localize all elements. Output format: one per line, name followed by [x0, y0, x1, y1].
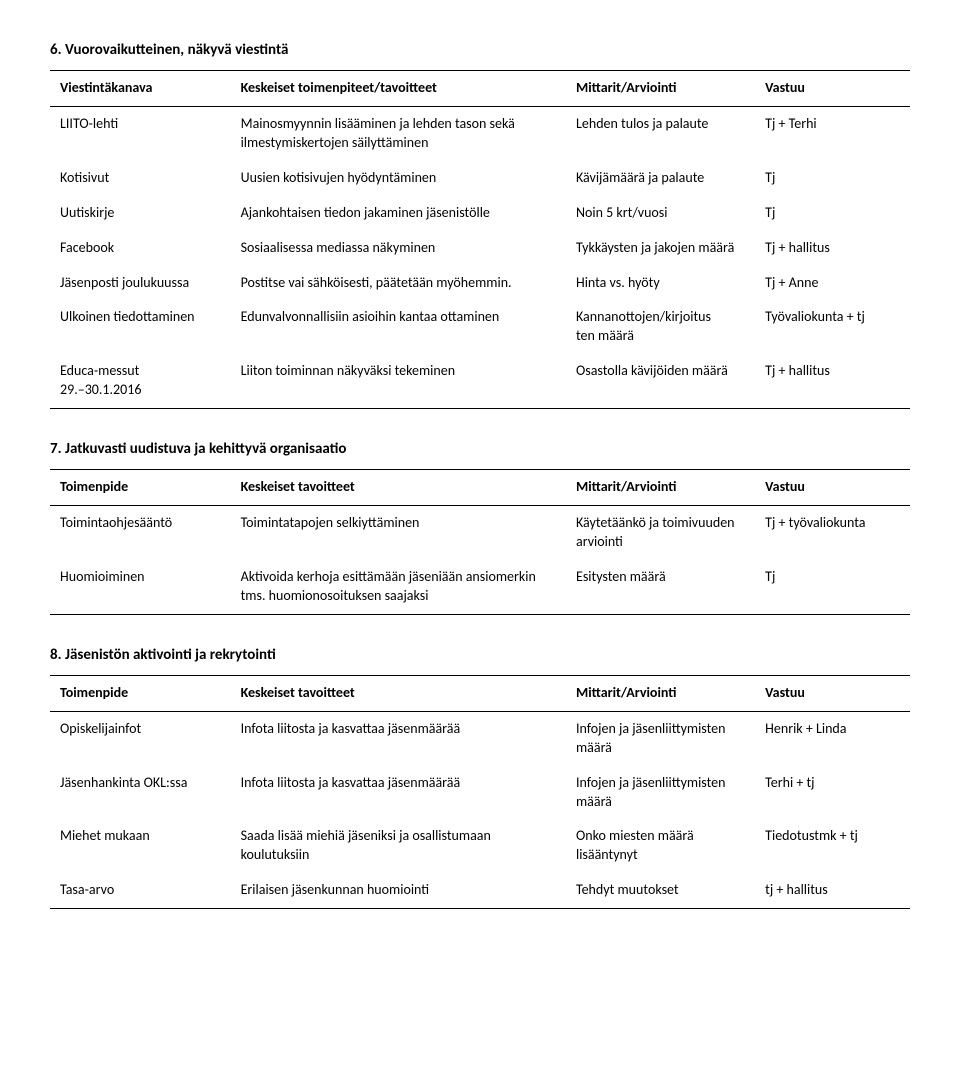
col-header: Mittarit/Arviointi — [566, 470, 755, 506]
col-header: Toimenpide — [50, 676, 231, 712]
table-cell: Sosiaalisessa mediassa näkyminen — [231, 231, 566, 266]
table-row: OpiskelijainfotInfota liitosta ja kasvat… — [50, 711, 910, 765]
col-header: Vastuu — [755, 470, 910, 506]
header-row: Toimenpide Keskeiset tavoitteet Mittarit… — [50, 470, 910, 506]
table-cell: LIITO-lehti — [50, 107, 231, 161]
table-row: Jäsenposti joulukuussaPostitse vai sähkö… — [50, 266, 910, 301]
table-cell: Educa-messut 29.–30.1.2016 — [50, 354, 231, 408]
table-cell: Toimintatapojen selkiyttäminen — [231, 506, 566, 560]
section6-table: Viestintäkanava Keskeiset toimenpiteet/t… — [50, 70, 910, 409]
table-cell: Tykkäysten ja jakojen määrä — [566, 231, 755, 266]
table-cell: Työvaliokunta + tj — [755, 300, 910, 354]
table-row: HuomioiminenAktivoida kerhoja esittämään… — [50, 560, 910, 614]
table-cell: Edunvalvonnallisiin asioihin kantaa otta… — [231, 300, 566, 354]
table-cell: Terhi + tj — [755, 766, 910, 820]
section6-title: 6. Vuorovaikutteinen, näkyvä viestintä — [50, 40, 910, 60]
table-row: Miehet mukaanSaada lisää miehiä jäseniks… — [50, 819, 910, 873]
table-cell: Kävijämäärä ja palaute — [566, 161, 755, 196]
table-cell: Tj + Terhi — [755, 107, 910, 161]
table-cell: Ajankohtaisen tiedon jakaminen jäsenistö… — [231, 196, 566, 231]
header-row: Toimenpide Keskeiset tavoitteet Mittarit… — [50, 676, 910, 712]
table-cell: Jäsenposti joulukuussa — [50, 266, 231, 301]
table-cell: Tehdyt muutokset — [566, 873, 755, 908]
col-header: Toimenpide — [50, 470, 231, 506]
table-cell: Ulkoinen tiedottaminen — [50, 300, 231, 354]
section7-body: ToimintaohjesääntöToimintatapojen selkiy… — [50, 506, 910, 615]
table-cell: Osastolla kävijöiden määrä — [566, 354, 755, 408]
table-row: ToimintaohjesääntöToimintatapojen selkiy… — [50, 506, 910, 560]
table-cell: Käytetäänkö ja toimivuuden arviointi — [566, 506, 755, 560]
table-row: FacebookSosiaalisessa mediassa näkyminen… — [50, 231, 910, 266]
table-cell: Infojen ja jäsenliittymisten määrä — [566, 711, 755, 765]
table-cell: Aktivoida kerhoja esittämään jäseniään a… — [231, 560, 566, 614]
table-cell: Liiton toiminnan näkyväksi tekeminen — [231, 354, 566, 408]
table-cell: Saada lisää miehiä jäseniksi ja osallist… — [231, 819, 566, 873]
table-cell: Tj — [755, 196, 910, 231]
header-row: Viestintäkanava Keskeiset toimenpiteet/t… — [50, 71, 910, 107]
section8-table: Toimenpide Keskeiset tavoitteet Mittarit… — [50, 675, 910, 909]
table-cell: Tiedotustmk + tj — [755, 819, 910, 873]
col-header: Mittarit/Arviointi — [566, 676, 755, 712]
table-cell: Tj + hallitus — [755, 231, 910, 266]
col-header: Keskeiset tavoitteet — [231, 470, 566, 506]
table-cell: Tj + hallitus — [755, 354, 910, 408]
table-cell: Facebook — [50, 231, 231, 266]
col-header: Vastuu — [755, 676, 910, 712]
table-cell: Tj — [755, 560, 910, 614]
table-cell: Hinta vs. hyöty — [566, 266, 755, 301]
table-row: UutiskirjeAjankohtaisen tiedon jakaminen… — [50, 196, 910, 231]
section8-body: OpiskelijainfotInfota liitosta ja kasvat… — [50, 711, 910, 908]
table-row: KotisivutUusien kotisivujen hyödyntämine… — [50, 161, 910, 196]
table-cell: Esitysten määrä — [566, 560, 755, 614]
table-cell: Huomioiminen — [50, 560, 231, 614]
table-cell: Opiskelijainfot — [50, 711, 231, 765]
table-row: LIITO-lehtiMainosmyynnin lisääminen ja l… — [50, 107, 910, 161]
table-row: Jäsenhankinta OKL:ssaInfota liitosta ja … — [50, 766, 910, 820]
table-cell: tj + hallitus — [755, 873, 910, 908]
table-cell: Kotisivut — [50, 161, 231, 196]
col-header: Keskeiset toimenpiteet/tavoitteet — [231, 71, 566, 107]
col-header: Mittarit/Arviointi — [566, 71, 755, 107]
table-row: Tasa-arvoErilaisen jäsenkunnan huomioint… — [50, 873, 910, 908]
table-cell: Tj — [755, 161, 910, 196]
table-cell: Erilaisen jäsenkunnan huomiointi — [231, 873, 566, 908]
table-cell: Kannanottojen/kirjoitus ten määrä — [566, 300, 755, 354]
table-cell: Uusien kotisivujen hyödyntäminen — [231, 161, 566, 196]
table-cell: Toimintaohjesääntö — [50, 506, 231, 560]
table-cell: Miehet mukaan — [50, 819, 231, 873]
table-cell: Tasa-arvo — [50, 873, 231, 908]
table-cell: Infojen ja jäsenliittymisten määrä — [566, 766, 755, 820]
col-header: Viestintäkanava — [50, 71, 231, 107]
table-cell: Henrik + Linda — [755, 711, 910, 765]
table-cell: Jäsenhankinta OKL:ssa — [50, 766, 231, 820]
table-cell: Postitse vai sähköisesti, päätetään myöh… — [231, 266, 566, 301]
col-header: Keskeiset tavoitteet — [231, 676, 566, 712]
section8-title: 8. Jäsenistön aktivointi ja rekrytointi — [50, 645, 910, 665]
section6-body: LIITO-lehtiMainosmyynnin lisääminen ja l… — [50, 107, 910, 409]
table-cell: Noin 5 krt/vuosi — [566, 196, 755, 231]
table-cell: Tj + Anne — [755, 266, 910, 301]
table-cell: Lehden tulos ja palaute — [566, 107, 755, 161]
section7-title: 7. Jatkuvasti uudistuva ja kehittyvä org… — [50, 439, 910, 459]
table-cell: Uutiskirje — [50, 196, 231, 231]
table-cell: Onko miesten määrä lisääntynyt — [566, 819, 755, 873]
table-row: Ulkoinen tiedottaminenEdunvalvonnallisii… — [50, 300, 910, 354]
section7-table: Toimenpide Keskeiset tavoitteet Mittarit… — [50, 469, 910, 614]
table-row: Educa-messut 29.–30.1.2016Liiton toiminn… — [50, 354, 910, 408]
table-cell: Infota liitosta ja kasvattaa jäsenmäärää — [231, 766, 566, 820]
table-cell: Mainosmyynnin lisääminen ja lehden tason… — [231, 107, 566, 161]
table-cell: Tj + työvaliokunta — [755, 506, 910, 560]
table-cell: Infota liitosta ja kasvattaa jäsenmäärää — [231, 711, 566, 765]
col-header: Vastuu — [755, 71, 910, 107]
